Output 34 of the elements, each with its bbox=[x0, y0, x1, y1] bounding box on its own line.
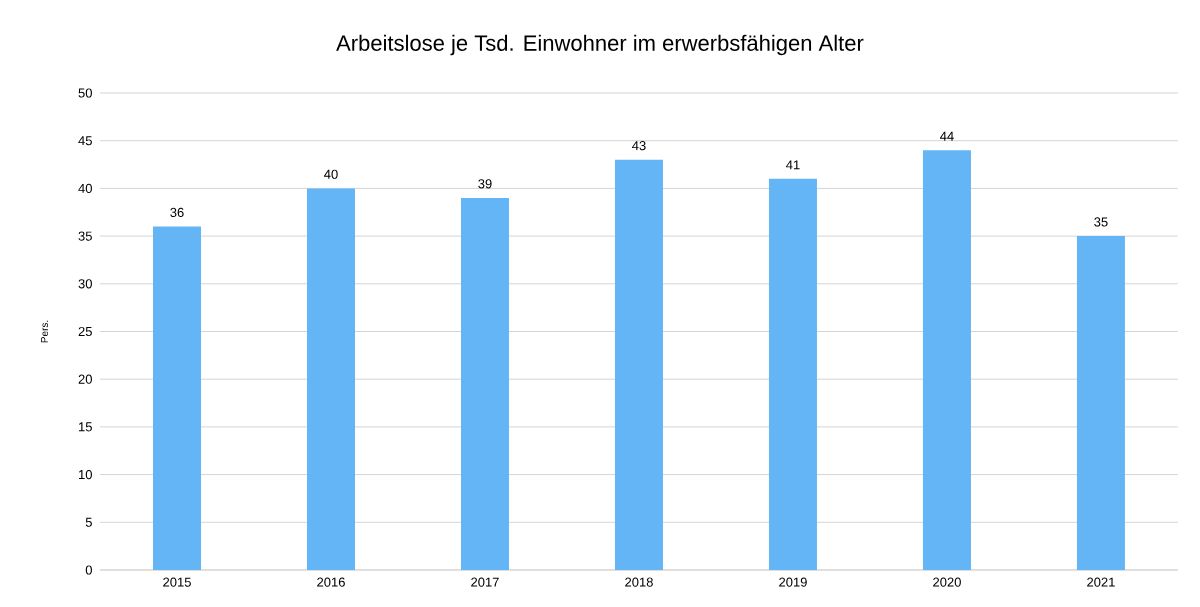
x-tick-label: 2021 bbox=[1087, 577, 1115, 587]
data-label: 39 bbox=[478, 179, 492, 189]
y-tick-label: 35 bbox=[78, 231, 92, 241]
y-tick-label: 45 bbox=[78, 136, 92, 146]
data-label: 40 bbox=[324, 169, 338, 179]
bar bbox=[1076, 236, 1125, 570]
bar bbox=[153, 226, 201, 570]
y-tick-label: 40 bbox=[78, 183, 92, 193]
x-tick-label: 2017 bbox=[471, 577, 499, 587]
bar bbox=[307, 188, 355, 570]
bar bbox=[768, 178, 817, 570]
y-tick-label: 30 bbox=[78, 279, 92, 289]
x-tick-label: 2015 bbox=[163, 577, 191, 587]
x-tick-label: 2016 bbox=[317, 577, 345, 587]
y-tick-label: 10 bbox=[79, 469, 92, 480]
data-label: 44 bbox=[940, 131, 954, 141]
bar bbox=[922, 150, 971, 570]
y-tick-label: 20 bbox=[78, 374, 92, 384]
data-label: 43 bbox=[632, 141, 646, 151]
chart-title: Arbeitslose je Tsd. Einwohner im erwerbsfähigen Alter bbox=[336, 34, 864, 56]
x-tick-label: 2019 bbox=[779, 577, 807, 587]
y-tick-label: 15 bbox=[79, 422, 92, 432]
y-tick-label: 50 bbox=[78, 88, 92, 98]
y-tick-label: 5 bbox=[85, 517, 92, 527]
y-tick-label: 0 bbox=[85, 565, 92, 575]
x-tick-label: 2020 bbox=[933, 577, 961, 587]
data-label: 36 bbox=[170, 207, 184, 218]
data-label: 35 bbox=[1094, 217, 1108, 227]
y-axis-title: Pers. bbox=[40, 320, 48, 343]
bar bbox=[460, 197, 509, 570]
y-tick-label: 25 bbox=[78, 326, 92, 337]
x-tick-label: 2018 bbox=[625, 577, 653, 587]
data-label: 41 bbox=[786, 160, 800, 170]
bar bbox=[614, 159, 663, 570]
